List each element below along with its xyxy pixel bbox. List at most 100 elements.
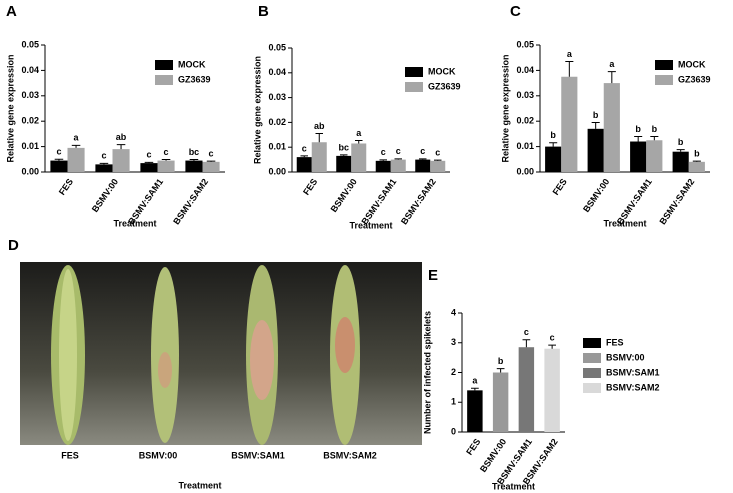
legend-label: FES — [606, 337, 624, 347]
y-tick-label: 0.02 — [21, 116, 39, 126]
legend-swatch — [155, 75, 173, 85]
photo-label: FES — [61, 450, 79, 460]
y-tick-label: 0.03 — [516, 90, 534, 100]
legend-label: GZ3639 — [178, 74, 211, 84]
significance-letter: bc — [189, 147, 200, 157]
x-tick-label: BSMV:SAM1 — [359, 177, 398, 227]
bar — [375, 160, 391, 172]
y-tick-label: 0.01 — [516, 141, 534, 151]
photo-label: BSMV:SAM2 — [323, 450, 377, 460]
bar — [646, 140, 663, 172]
significance-letter: b — [550, 130, 556, 140]
legend-swatch — [155, 60, 173, 70]
bar — [630, 141, 647, 172]
legend-label: GZ3639 — [428, 81, 461, 91]
bar — [296, 157, 312, 172]
significance-letter: c — [56, 147, 61, 157]
significance-letter: a — [356, 128, 362, 138]
y-tick-label: 3 — [451, 337, 456, 347]
significance-letter: a — [74, 133, 80, 143]
legend-label: BSMV:SAM1 — [606, 367, 660, 377]
significance-letter: b — [678, 137, 684, 147]
error-bar — [161, 159, 171, 161]
error-bar — [355, 140, 363, 144]
photo-label: BSMV:SAM1 — [231, 450, 285, 460]
bar — [415, 159, 431, 172]
y-tick-label: 0.05 — [268, 42, 286, 52]
significance-letter: c — [302, 143, 307, 153]
error-bar — [591, 121, 600, 129]
legend-swatch — [583, 338, 601, 348]
bar — [587, 128, 604, 172]
legend-label: MOCK — [678, 59, 706, 69]
x-tick-label: BSMV:SAM2 — [171, 177, 210, 227]
panel-letter: B — [258, 3, 269, 20]
bar — [336, 155, 352, 172]
significance-letter: a — [472, 376, 478, 386]
y-axis-label: Number of infected spikelets — [422, 311, 432, 434]
error-bar — [394, 158, 403, 160]
error-bar — [634, 135, 643, 142]
x-tick-label: BSMV:SAM2 — [399, 177, 438, 227]
significance-letter: bc — [338, 142, 349, 152]
legend-label: MOCK — [428, 66, 456, 76]
bar — [545, 146, 562, 172]
error-bar — [418, 158, 427, 160]
significance-letter: ab — [314, 121, 325, 131]
error-bar — [315, 133, 324, 143]
legend-swatch — [655, 75, 673, 85]
error-bar — [116, 144, 126, 150]
significance-letter: a — [567, 49, 573, 59]
y-tick-label: 1 — [451, 397, 456, 407]
error-bar — [692, 160, 701, 162]
y-axis-label: Relative gene expression — [5, 54, 15, 162]
bar — [185, 160, 203, 172]
error-bar — [607, 71, 616, 84]
error-bar — [379, 159, 387, 161]
bar — [67, 147, 85, 172]
significance-letter: c — [524, 327, 529, 337]
x-tick-label: FES — [57, 177, 75, 197]
legend-label: BSMV:SAM2 — [606, 382, 660, 392]
significance-letter: b — [593, 110, 599, 120]
legend-swatch — [583, 383, 601, 393]
y-tick-label: 2 — [451, 367, 456, 377]
x-tick-label: BSMV:00 — [329, 177, 359, 214]
y-tick-label: 0.02 — [268, 117, 286, 127]
panel-letter: E — [428, 267, 438, 284]
bar — [603, 83, 620, 172]
significance-letter: b — [498, 356, 504, 366]
error-bar — [206, 160, 216, 162]
y-tick-label: 0.02 — [516, 116, 534, 126]
x-tick-label: BSMV:00 — [90, 177, 120, 214]
significance-letter: c — [101, 151, 106, 161]
y-tick-label: 0.05 — [516, 39, 534, 49]
panel-letter: A — [6, 3, 17, 20]
x-axis-label: Treatment — [349, 220, 392, 230]
significance-letter: c — [164, 147, 169, 157]
x-tick-label: FES — [301, 177, 319, 197]
y-tick-label: 0.01 — [21, 141, 39, 151]
bar — [492, 372, 509, 432]
x-axis-label: Treatment — [113, 218, 156, 228]
panel-letter: D — [8, 237, 19, 254]
legend-label: BSMV:00 — [606, 352, 645, 362]
bar — [561, 76, 578, 172]
significance-letter: c — [381, 147, 386, 157]
significance-letter: c — [435, 147, 440, 157]
bar — [390, 159, 406, 172]
error-bar — [650, 135, 659, 141]
error-bar — [496, 368, 505, 373]
significance-letter: b — [635, 124, 641, 134]
y-tick-label: 0.00 — [516, 166, 534, 176]
error-bar — [189, 159, 199, 161]
y-tick-label: 0.03 — [268, 92, 286, 102]
y-tick-label: 0 — [451, 426, 456, 436]
x-tick-label: FES — [551, 177, 569, 197]
y-tick-label: 0.05 — [21, 39, 39, 49]
error-bar — [99, 162, 109, 165]
bar — [140, 163, 158, 172]
bar — [688, 161, 705, 172]
bar — [311, 142, 327, 172]
legend-swatch — [405, 67, 423, 77]
